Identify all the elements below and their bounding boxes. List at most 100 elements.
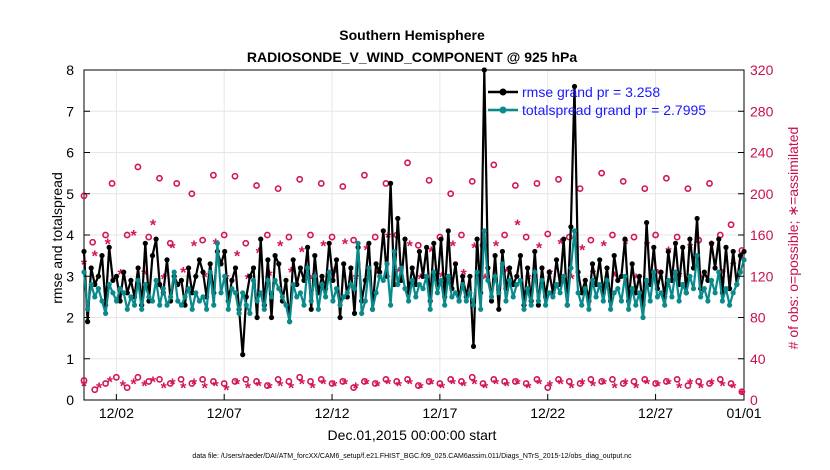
series-point-totalspread (121, 290, 127, 296)
obs-possible-marker (371, 233, 379, 241)
obs-possible-marker (328, 233, 336, 241)
obs-possible-marker (501, 378, 508, 385)
series-point-totalspread (608, 306, 614, 312)
obs-possible-marker (89, 238, 97, 246)
series-point-totalspread (326, 269, 332, 275)
series-point-rmse (395, 215, 401, 222)
series-point-rmse (723, 244, 729, 250)
series-point-totalspread (323, 294, 329, 300)
series-point-rmse (741, 248, 747, 255)
series-point-totalspread (467, 290, 473, 296)
series-point-totalspread (676, 298, 682, 304)
y-tick-label: 2 (66, 310, 74, 326)
obs-possible-marker (425, 176, 433, 184)
series-point-totalspread (701, 286, 707, 292)
series-point-rmse (117, 298, 123, 304)
obs-possible-marker (102, 231, 109, 239)
x-tick-label: 01/01 (726, 405, 761, 421)
obs-possible-marker (716, 375, 724, 383)
obs-assimilated-marker: * (320, 377, 327, 394)
y-right-tick-label: 160 (750, 227, 774, 243)
obs-possible-marker (317, 375, 325, 383)
obs-assimilated-marker: * (698, 381, 705, 398)
obs-possible-marker (695, 378, 703, 385)
series-point-totalspread (687, 273, 693, 279)
series-point-totalspread (626, 306, 632, 312)
obs-assimilated-marker: * (739, 387, 746, 404)
obs-possible-marker (727, 380, 735, 387)
series-point-totalspread (589, 277, 596, 283)
obs-assimilated-marker: * (161, 381, 168, 398)
series-point-totalspread (597, 281, 603, 288)
series-point-totalspread (232, 290, 239, 296)
obs-possible-marker (533, 180, 541, 187)
series-point-rmse (153, 236, 159, 242)
obs-assimilated-marker: * (118, 267, 125, 284)
obs-assimilated-marker: * (180, 381, 187, 398)
obs-possible-marker (619, 177, 627, 185)
series-point-totalspread (532, 269, 538, 275)
obs-possible-marker (371, 380, 379, 387)
obs-possible-marker (522, 233, 530, 241)
series-point-totalspread (265, 277, 271, 283)
series-point-rmse (290, 257, 296, 263)
series-point-rmse (149, 253, 156, 259)
series-point-totalspread (571, 228, 578, 234)
obs-possible-marker (727, 221, 735, 229)
obs-possible-marker (220, 231, 228, 239)
series-point-totalspread (737, 269, 744, 275)
obs-possible-marker (565, 378, 573, 385)
obs-possible-marker (587, 375, 595, 383)
y-right-tick-label: 200 (750, 186, 774, 202)
series-point-totalspread (488, 294, 495, 300)
series-point-rmse (431, 240, 437, 246)
series-point-totalspread (413, 294, 419, 300)
series-point-totalspread (341, 294, 347, 300)
obs-assimilated-marker: * (471, 240, 478, 257)
series-point-rmse (701, 269, 707, 275)
obs-possible-marker (188, 190, 196, 198)
series-point-totalspread (539, 277, 545, 283)
obs-possible-marker (544, 230, 552, 238)
series-point-rmse (232, 265, 239, 271)
series-point-rmse (182, 302, 188, 308)
series-point-rmse (492, 253, 498, 259)
series-point-totalspread (611, 290, 617, 296)
series-point-totalspread (362, 298, 368, 304)
series-point-totalspread (719, 298, 726, 304)
series-point-rmse (113, 273, 120, 279)
series-point-totalspread (449, 294, 455, 300)
obs-assimilated-marker: * (568, 271, 575, 288)
obs-assimilated-marker: * (547, 379, 554, 396)
series-point-totalspread (712, 290, 718, 296)
obs-assimilated-marker: * (342, 236, 349, 253)
series-point-totalspread (629, 286, 635, 292)
series-point-totalspread (550, 294, 556, 300)
series-point-totalspread (431, 269, 437, 275)
obs-assimilated-marker: * (417, 271, 424, 288)
obs-possible-marker (253, 378, 260, 385)
series-point-rmse (694, 215, 700, 222)
obs-possible-marker (339, 378, 347, 385)
series-point-totalspread (503, 298, 509, 304)
series-point-totalspread (568, 265, 574, 271)
series-point-totalspread (463, 298, 469, 304)
series-point-rmse (525, 265, 531, 271)
obs-possible-marker (738, 388, 746, 396)
series-point-rmse (178, 277, 184, 283)
obs-possible-marker (511, 378, 519, 385)
obs-assimilated-marker: * (730, 381, 737, 398)
series-point-totalspread (315, 306, 321, 312)
obs-assimilated-marker: * (180, 265, 187, 282)
series-point-rmse (142, 240, 148, 246)
obs-possible-marker (662, 378, 670, 385)
series-point-rmse (402, 236, 408, 242)
series-point-rmse (312, 253, 318, 259)
series-point-totalspread (391, 248, 397, 255)
series-point-totalspread (528, 302, 534, 308)
obs-possible-marker (414, 241, 422, 249)
series-point-rmse (561, 236, 567, 242)
series-point-totalspread (434, 290, 440, 296)
y-axis-right-label: # of obs: o=possible; ∗=assimilated (785, 127, 801, 350)
obs-assimilated-marker: * (504, 265, 511, 282)
